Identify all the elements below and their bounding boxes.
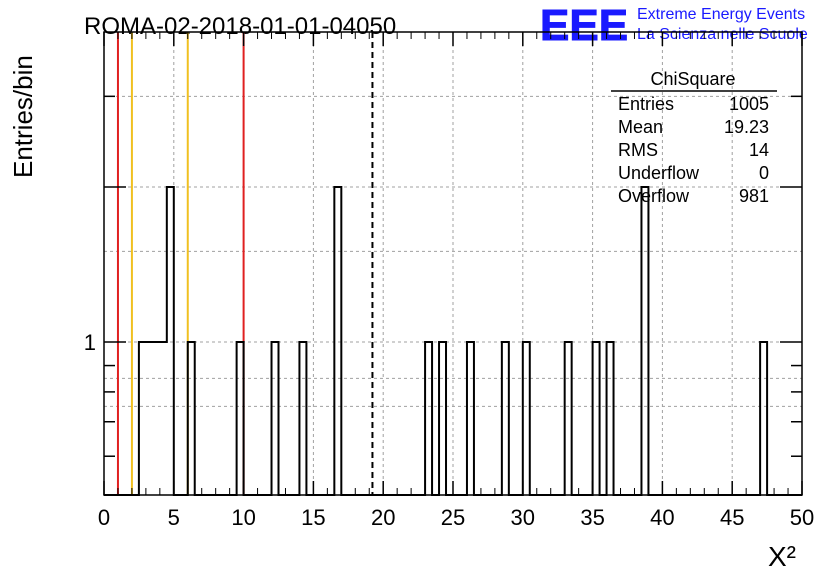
axis-ticks: 0 5 10 15 20 25 30 35 40 45 50 1 (84, 32, 814, 530)
histogram-bin (593, 342, 600, 495)
x-tick-label: 40 (650, 505, 674, 530)
stats-row-value: 981 (739, 186, 769, 206)
x-axis-label: X² (768, 541, 796, 572)
x-tick-label: 25 (441, 505, 465, 530)
histogram-bin (153, 342, 160, 495)
histogram-bin (760, 342, 767, 495)
x-tick-label: 0 (98, 505, 110, 530)
histogram-bin (439, 342, 446, 495)
histogram-bin (167, 187, 174, 495)
histogram-bin (146, 342, 153, 495)
histogram-bin (272, 342, 279, 495)
stats-title: ChiSquare (650, 69, 735, 89)
histogram-bin (523, 342, 530, 495)
x-tick-label: 50 (790, 505, 814, 530)
stats-row-value: 14 (749, 140, 769, 160)
x-tick-label: 30 (511, 505, 535, 530)
stats-row-label: Underflow (618, 163, 700, 183)
x-tick-label: 5 (168, 505, 180, 530)
plot-frame (103, 31, 803, 496)
logo-line-1: Extreme Energy Events (637, 6, 805, 23)
histogram-bin (334, 187, 341, 495)
histogram-bin (425, 342, 432, 495)
eee-logo: EEE (540, 1, 628, 50)
stats-box: ChiSquare Entries 1005 Mean 19.23 RMS 14 Under… (611, 69, 777, 206)
histogram-bin (237, 342, 244, 495)
x-tick-label: 45 (720, 505, 744, 530)
x-tick-label: 20 (371, 505, 395, 530)
logo-line-2: La Scienza nelle Scuole (637, 26, 808, 43)
histogram-bin (160, 342, 167, 495)
histogram-bin (607, 342, 614, 495)
stats-row-label: Entries (618, 94, 674, 114)
x-tick-label: 15 (301, 505, 325, 530)
stats-row-label: Overflow (618, 186, 690, 206)
stats-row-value: 1005 (729, 94, 769, 114)
y-axis-label: Entries/bin (8, 55, 38, 178)
stats-row-value: 0 (759, 163, 769, 183)
plot-border (103, 31, 803, 496)
chart-title: ROMA-02-2018-01-01-04050 (84, 13, 396, 40)
histogram-bin (565, 342, 572, 495)
histogram-bin (641, 187, 648, 495)
histogram-bin (299, 342, 306, 495)
x-tick-label: 35 (580, 505, 604, 530)
grid-lines (104, 32, 802, 495)
histogram-bin (139, 342, 146, 495)
y-tick-label: 1 (84, 330, 96, 355)
stats-row-value: 19.23 (724, 117, 769, 137)
x-tick-label: 10 (231, 505, 255, 530)
stats-row-label: Mean (618, 117, 663, 137)
stats-row-label: RMS (618, 140, 658, 160)
histogram-bin (502, 342, 509, 495)
histogram-bin (467, 342, 474, 495)
histogram-bin (188, 342, 195, 495)
